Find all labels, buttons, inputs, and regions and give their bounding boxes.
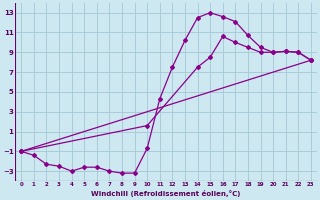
X-axis label: Windchill (Refroidissement éolien,°C): Windchill (Refroidissement éolien,°C) xyxy=(92,190,241,197)
